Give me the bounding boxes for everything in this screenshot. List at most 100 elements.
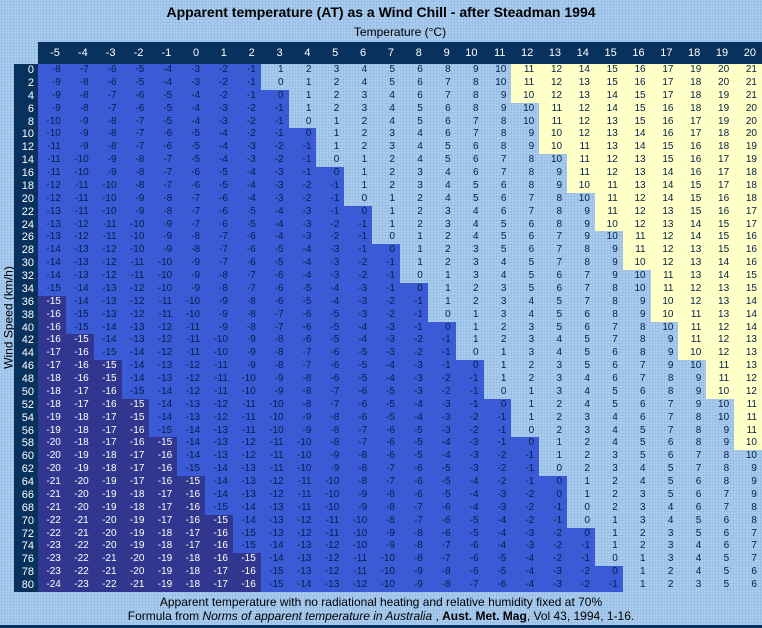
table-cell: -19 [121, 527, 150, 541]
table-cell: -3 [427, 424, 456, 438]
table-cell: -3 [511, 527, 540, 541]
table-cell: -5 [427, 463, 456, 476]
table-cell: -9 [232, 360, 261, 373]
table-cell: 15 [622, 115, 651, 129]
table-cell: -6 [455, 566, 484, 579]
table-cell: 17 [734, 218, 762, 232]
table-cell: 3 [361, 89, 368, 101]
table-cell: -3 [232, 141, 261, 155]
table-cell: 6 [667, 437, 674, 449]
table-cell: -6 [93, 64, 122, 77]
table-cell: 6 [751, 579, 757, 590]
table-cell: -9 [372, 527, 400, 541]
table-cell: 3 [389, 141, 395, 153]
table-cell: -5 [344, 373, 373, 386]
table-cell: -11 [93, 231, 122, 245]
table-cell: -3 [539, 566, 568, 579]
table-cell: 0 [567, 527, 595, 541]
table-cell: 6 [556, 270, 563, 281]
table-cell: -8 [288, 373, 317, 386]
table-cell: 4 [417, 128, 423, 140]
table-cell: -5 [455, 527, 484, 541]
table-cell: 12 [594, 154, 623, 167]
table-cell: -2 [232, 102, 261, 116]
table-cell: 2 [556, 398, 563, 410]
table-cell: 2 [640, 527, 646, 539]
table-cell: -3 [455, 450, 484, 464]
table-cell: 1 [528, 398, 535, 410]
table-cell: -3 [288, 218, 317, 232]
table-cell: -11 [205, 385, 233, 399]
table-cell: -13 [232, 476, 261, 489]
table-cell: -16 [149, 450, 178, 464]
table-cell: 8 [500, 115, 507, 127]
col-header-temperature: 14 [567, 42, 595, 64]
table-cell: -6 [288, 321, 317, 335]
table-cell: -16 [149, 463, 178, 476]
table-cell: -8 [316, 411, 345, 425]
table-cell: 9 [500, 89, 507, 101]
table-cell: -6 [149, 128, 178, 142]
table-cell: -9 [177, 282, 206, 296]
table-cell: 1 [305, 76, 312, 88]
table-cell: -9 [399, 566, 428, 579]
table-cell: -12 [288, 514, 317, 528]
table-cell: 2 [417, 205, 423, 217]
table-cell: 14 [594, 89, 623, 103]
table-cell: 0 [316, 167, 345, 180]
table-cell: -15 [65, 308, 94, 322]
table-cell: 16 [622, 64, 651, 77]
table-cell: 17 [706, 167, 735, 180]
col-header-temperature: 18 [678, 42, 707, 64]
row-label-wind-speed: 12 [14, 141, 38, 155]
table-cell: -14 [121, 360, 150, 373]
table-cell: 6 [445, 128, 451, 140]
table-cell: -9 [232, 347, 261, 361]
table-cell: -2 [316, 218, 345, 232]
table-cell: 17 [678, 115, 707, 129]
table-cell: 3 [640, 514, 646, 526]
table-cell: -14 [288, 579, 317, 592]
table-cell: 11 [622, 231, 651, 245]
table-cell: 2 [472, 282, 479, 294]
table-cell: -2 [316, 231, 345, 245]
row-label-wind-speed: 78 [14, 566, 38, 579]
table-cell: 12 [734, 385, 762, 399]
table-cell: -13 [205, 437, 233, 451]
table-cell: 11 [594, 179, 623, 193]
table-cell: 0 [539, 476, 568, 489]
table-cell: -16 [65, 373, 94, 386]
table-cell: -1 [399, 308, 428, 322]
table-cell: -3 [455, 463, 484, 476]
table-cell: -7 [344, 424, 373, 438]
table-cell: -3 [399, 373, 428, 386]
table-cell: 12 [706, 334, 735, 348]
table-cell: 3 [695, 579, 702, 590]
table-cell: 2 [445, 231, 451, 243]
table-cell: -6 [427, 527, 456, 541]
table-cell: -15 [205, 501, 233, 515]
table-cell: 4 [584, 398, 590, 410]
table-cell: 10 [594, 218, 623, 232]
table-cell: -11 [121, 257, 150, 270]
table-cell: 1 [528, 385, 535, 397]
row-label-wind-speed: 8 [14, 115, 38, 129]
table-cell: -19 [149, 566, 178, 579]
table-cell: -10 [38, 128, 66, 142]
table-cell: -9 [121, 205, 150, 219]
table-cell: -11 [288, 501, 317, 515]
table-cell: 7 [723, 501, 730, 513]
table-cell: -11 [149, 308, 178, 322]
table-cell: -4 [344, 334, 373, 348]
table-cell: -15 [232, 527, 261, 541]
table-cell: -8 [93, 141, 122, 155]
table-cell: 6 [723, 514, 730, 526]
table-cell: 10 [650, 295, 679, 309]
table-cell: -15 [121, 398, 150, 412]
table-cell: 4 [640, 463, 646, 475]
table-cell: 4 [640, 476, 646, 487]
table-cell: 4 [667, 514, 674, 526]
table-cell: -18 [65, 424, 94, 438]
table-cell: -2 [344, 270, 373, 283]
table-cell: 4 [361, 76, 368, 88]
